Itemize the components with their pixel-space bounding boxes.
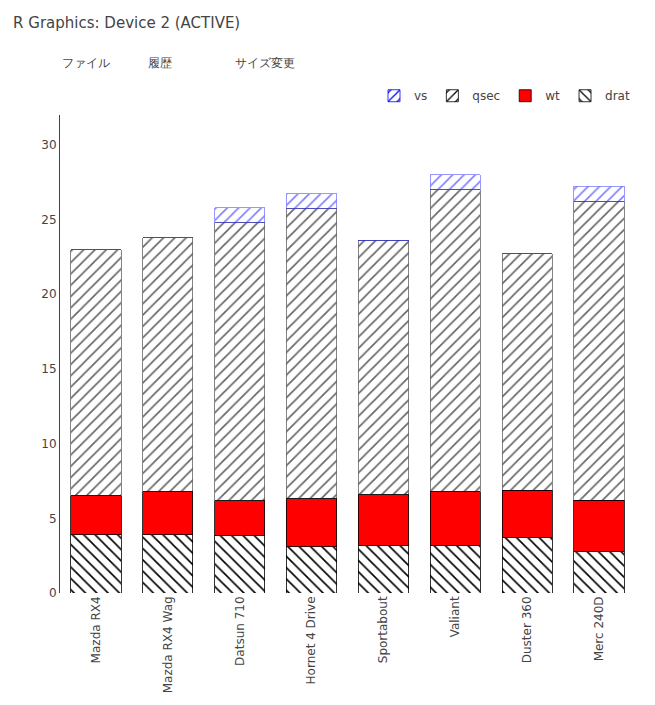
svg-text:Duster 360: Duster 360 bbox=[520, 596, 534, 663]
svg-text:Sportabout: Sportabout bbox=[376, 596, 390, 663]
svg-text:サイズ変更: サイズ変更 bbox=[235, 56, 295, 70]
svg-text:Mazda RX4: Mazda RX4 bbox=[89, 596, 103, 663]
svg-text:vs: vs bbox=[414, 89, 427, 103]
svg-text:Valiant: Valiant bbox=[448, 596, 462, 637]
svg-text:10: 10 bbox=[41, 437, 56, 451]
svg-text:履歴: 履歴 bbox=[148, 56, 172, 70]
svg-text:wt: wt bbox=[545, 89, 560, 103]
svg-text:ファイル: ファイル bbox=[62, 56, 110, 70]
svg-text:Datsun 710: Datsun 710 bbox=[233, 596, 247, 665]
svg-text:20: 20 bbox=[41, 287, 56, 301]
svg-text:0: 0 bbox=[49, 586, 57, 600]
svg-text:qsec: qsec bbox=[472, 89, 500, 103]
svg-text:Merc 240D: Merc 240D bbox=[592, 596, 606, 661]
svg-text:15: 15 bbox=[41, 362, 56, 376]
svg-text:5: 5 bbox=[49, 512, 57, 526]
svg-text:Hornet 4 Drive: Hornet 4 Drive bbox=[304, 596, 318, 684]
svg-text:Mazda RX4 Wag: Mazda RX4 Wag bbox=[161, 596, 175, 693]
svg-text:25: 25 bbox=[41, 213, 56, 227]
svg-text:drat: drat bbox=[605, 89, 630, 103]
svg-text:R Graphics: Device 2 (ACTIVE): R Graphics: Device 2 (ACTIVE) bbox=[13, 14, 240, 32]
svg-text:30: 30 bbox=[41, 138, 56, 152]
